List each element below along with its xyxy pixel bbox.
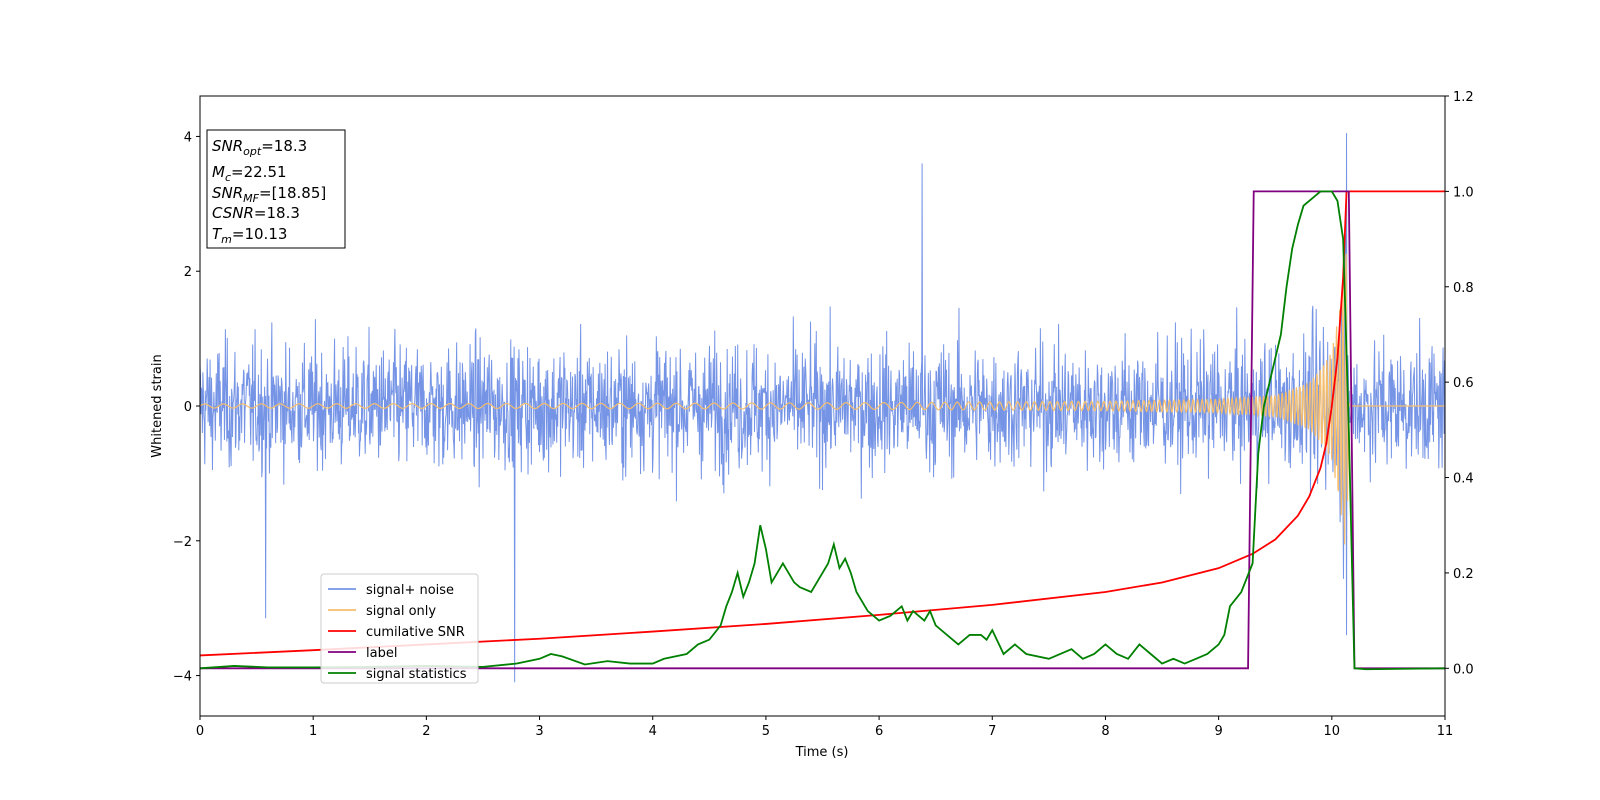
series-signal-only — [200, 253, 1445, 545]
legend-frame — [320, 573, 479, 684]
y-right-tick-label: 0.6 — [1453, 376, 1474, 391]
series-signal-noise — [200, 133, 1445, 683]
x-axis: 0 1 2 3 4 5 6 7 8 9 10 11 — [196, 716, 1453, 739]
y-left-tick-label: −2 — [173, 535, 192, 550]
info-csnr: CSNR=18.3 — [212, 204, 300, 222]
x-tick-label: 2 — [422, 724, 430, 739]
y-axis-left: −4 −2 0 2 4 — [173, 130, 200, 685]
info-mc: Mc=22.51 — [212, 163, 287, 184]
info-box: SNRopt=18.3 Mc=22.51 SNRMF=[18.85] CSNR=… — [206, 129, 346, 249]
legend-cumulative-snr: cumilative SNR — [366, 625, 465, 640]
y-left-tick-label: 4 — [184, 130, 192, 145]
legend: signal+ noise signal only cumilative SNR la… — [320, 573, 479, 684]
series-signal-statistics — [200, 190, 1445, 671]
x-tick-label: 4 — [649, 724, 657, 739]
x-tick-label: 6 — [875, 724, 883, 739]
info-snr-opt: SNRopt=18.3 — [212, 137, 307, 158]
legend-label: label — [366, 646, 397, 661]
x-tick-label: 0 — [196, 724, 204, 739]
x-tick-label: 5 — [762, 724, 770, 739]
x-tick-label: 7 — [988, 724, 996, 739]
y-left-tick-label: 2 — [184, 265, 192, 280]
x-tick-label: 9 — [1214, 724, 1222, 739]
x-axis-label: Time (s) — [795, 745, 849, 760]
x-tick-label: 10 — [1324, 724, 1341, 739]
legend-signal-noise: signal+ noise — [366, 583, 454, 598]
y-left-tick-label: −4 — [173, 670, 192, 685]
x-tick-label: 11 — [1437, 724, 1454, 739]
plot-area — [200, 133, 1445, 683]
y-right-tick-label: 0.4 — [1453, 472, 1474, 487]
info-tm: Tm=10.13 — [212, 225, 287, 246]
info-box-frame — [206, 129, 346, 249]
y-left-tick-label: 0 — [184, 400, 192, 415]
legend-signal-statistics: signal statistics — [366, 667, 467, 682]
y-right-tick-label: 1.2 — [1453, 90, 1474, 105]
info-snr-mf: SNRMF=[18.85] — [212, 184, 326, 205]
y-right-tick-label: 0.0 — [1453, 662, 1474, 677]
y-right-tick-label: 0.8 — [1453, 281, 1474, 296]
series-label — [200, 190, 1445, 670]
x-tick-label: 3 — [535, 724, 543, 739]
legend-signal-only: signal only — [366, 604, 436, 619]
y-axis-right: 0.0 0.2 0.4 0.6 0.8 1.0 1.2 — [1445, 90, 1474, 677]
x-tick-label: 1 — [309, 724, 317, 739]
y-axis-label: Whitened strain — [150, 354, 165, 457]
y-right-tick-label: 1.0 — [1453, 185, 1474, 200]
x-tick-label: 8 — [1101, 724, 1109, 739]
y-right-tick-label: 0.2 — [1453, 567, 1474, 582]
